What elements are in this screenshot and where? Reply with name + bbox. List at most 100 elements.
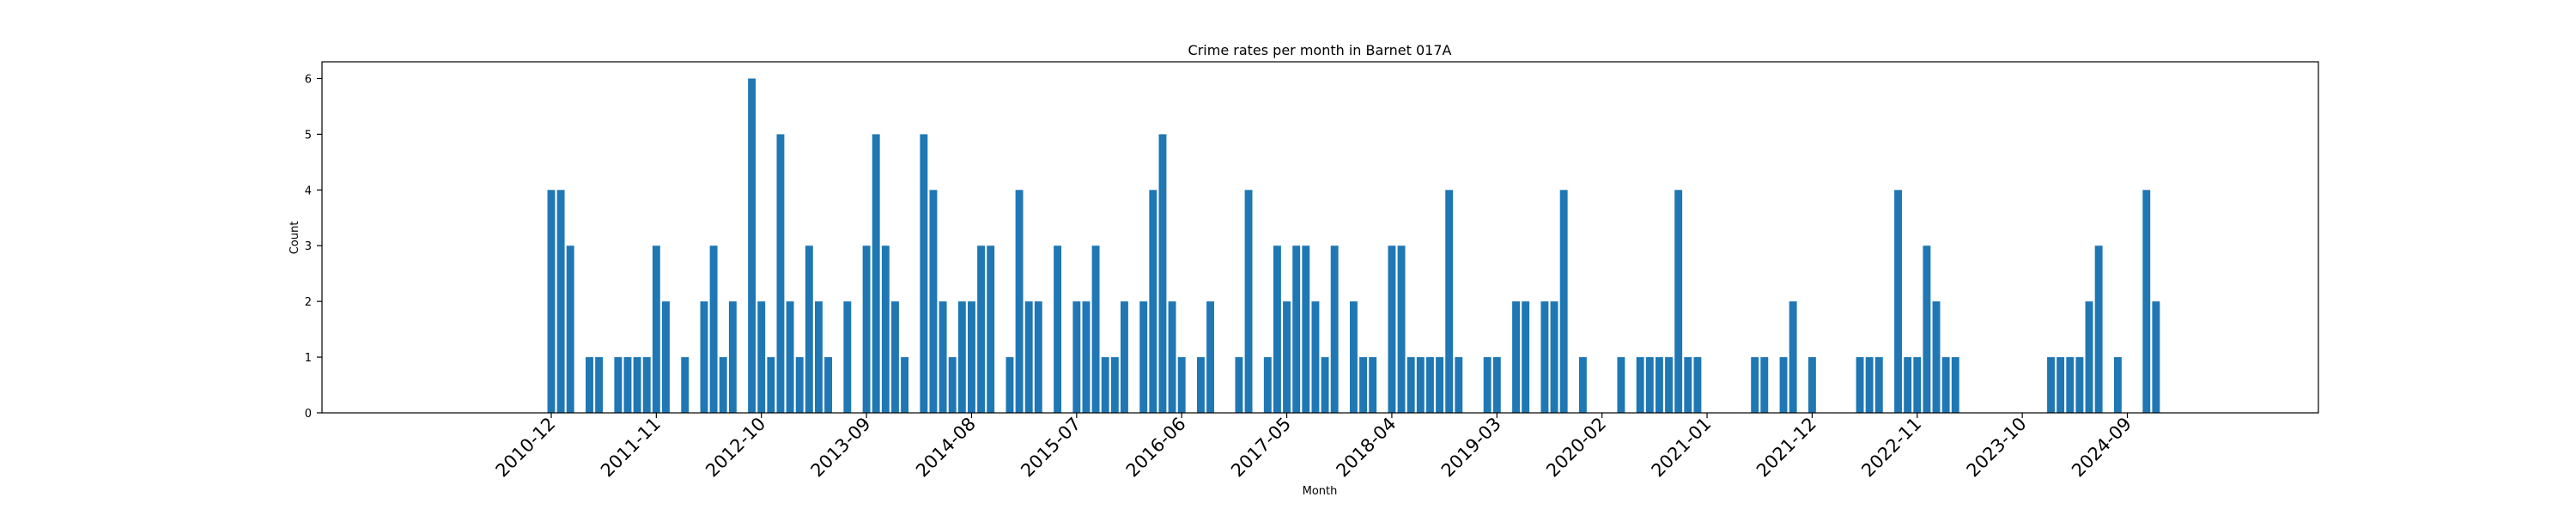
bar-2022-07: [1874, 357, 1883, 413]
y-axis-label: Count: [289, 221, 301, 255]
bar-2024-11: [2142, 190, 2151, 413]
bar-2012-02: [681, 357, 690, 413]
bar-2011-02: [566, 245, 574, 413]
bar-2014-09: [977, 245, 986, 413]
bar-2022-06: [1865, 357, 1874, 413]
bar-2017-10: [1330, 245, 1339, 413]
bar-2011-10: [642, 357, 651, 413]
bar-2018-06: [1406, 357, 1415, 413]
bar-2013-04: [815, 301, 823, 413]
bar-2018-11: [1455, 357, 1463, 413]
bars-group: [547, 78, 2160, 413]
bar-2024-08: [2113, 357, 2122, 413]
bar-2012-11: [767, 357, 775, 413]
bar-2015-08: [1082, 301, 1091, 413]
bar-2012-10: [757, 301, 766, 413]
y-tick-label: 1: [305, 352, 312, 365]
bar-2020-08: [1655, 357, 1663, 413]
bar-2015-02: [1024, 301, 1033, 413]
bar-2024-06: [2094, 245, 2103, 413]
bar-2014-03: [920, 134, 928, 413]
bar-2011-12: [662, 301, 670, 413]
bar-2016-06: [1177, 357, 1186, 413]
bar-2011-07: [614, 357, 623, 413]
bar-2022-10: [1904, 357, 1912, 413]
bar-2015-12: [1121, 301, 1128, 413]
bar-2024-01: [2047, 357, 2055, 413]
bar-2012-06: [719, 357, 727, 413]
bar-2016-08: [1197, 357, 1205, 413]
bar-2018-01: [1359, 357, 1368, 413]
y-axis-ticks: 0 1 2 3 4 5 6: [305, 73, 322, 421]
bar-2014-07: [957, 301, 966, 413]
bar-2011-04: [586, 357, 593, 413]
bar-2019-12: [1578, 357, 1587, 413]
bar-2020-11: [1684, 357, 1692, 413]
bar-2015-03: [1034, 301, 1042, 413]
bar-2016-05: [1168, 301, 1176, 413]
bar-2013-02: [795, 357, 804, 413]
bar-2018-05: [1397, 245, 1406, 413]
bar-2012-12: [776, 134, 785, 413]
bar-2022-05: [1856, 357, 1864, 413]
bar-2015-10: [1101, 357, 1109, 413]
bar-2015-09: [1091, 245, 1100, 413]
bar-2019-09: [1550, 301, 1558, 413]
bar-2015-07: [1072, 301, 1081, 413]
bar-2021-12: [1807, 357, 1816, 413]
bar-2014-08: [968, 301, 975, 413]
bar-2013-10: [872, 134, 880, 413]
bar-2013-01: [786, 301, 794, 413]
bar-2011-05: [595, 357, 604, 413]
bar-2013-09: [862, 245, 871, 413]
y-tick-label: 4: [305, 185, 312, 197]
bar-2021-09: [1779, 357, 1788, 413]
bar-2010-12: [547, 190, 556, 413]
bar-2020-10: [1674, 190, 1683, 413]
bar-2020-12: [1693, 357, 1702, 413]
bar-2018-02: [1369, 357, 1377, 413]
bar-2021-10: [1789, 301, 1797, 413]
bar-2016-12: [1235, 357, 1243, 413]
bar-2015-11: [1110, 357, 1119, 413]
bar-2014-04: [929, 190, 938, 413]
bar-2017-12: [1349, 301, 1358, 413]
y-tick-label: 6: [305, 73, 312, 86]
bar-2012-07: [728, 301, 737, 413]
bar-2011-01: [556, 190, 565, 413]
plot-frame: [321, 61, 2319, 414]
bar-2016-09: [1206, 301, 1215, 413]
bar-2013-05: [824, 357, 833, 413]
bar-2019-08: [1540, 301, 1549, 413]
bar-2024-03: [2066, 357, 2075, 413]
bar-2023-01: [1932, 301, 1941, 413]
bar-2017-03: [1263, 357, 1272, 413]
bar-2016-03: [1149, 190, 1157, 413]
bar-2024-05: [2085, 301, 2093, 413]
bar-2022-11: [1913, 357, 1922, 413]
bar-2018-09: [1436, 357, 1444, 413]
y-tick-label: 3: [305, 240, 312, 253]
bar-2018-10: [1445, 190, 1454, 413]
bar-2015-01: [1015, 190, 1024, 413]
bar-2015-05: [1054, 245, 1062, 413]
bar-2012-04: [700, 301, 708, 413]
bar-2020-04: [1617, 357, 1625, 413]
bar-2019-03: [1492, 357, 1501, 413]
bar-2023-03: [1951, 357, 1959, 413]
bar-2016-02: [1139, 301, 1148, 413]
bar-2019-10: [1559, 190, 1568, 413]
bar-2012-05: [709, 245, 718, 413]
bar-2013-11: [881, 245, 890, 413]
bar-2017-08: [1311, 301, 1320, 413]
bar-2013-12: [891, 301, 899, 413]
bar-2019-06: [1522, 301, 1530, 413]
bar-2019-05: [1512, 301, 1520, 413]
bar-2018-07: [1416, 357, 1425, 413]
bar-2017-07: [1302, 245, 1310, 413]
bar-2014-12: [1005, 357, 1014, 413]
bar-2019-02: [1483, 357, 1492, 413]
bar-2018-04: [1388, 245, 1396, 413]
